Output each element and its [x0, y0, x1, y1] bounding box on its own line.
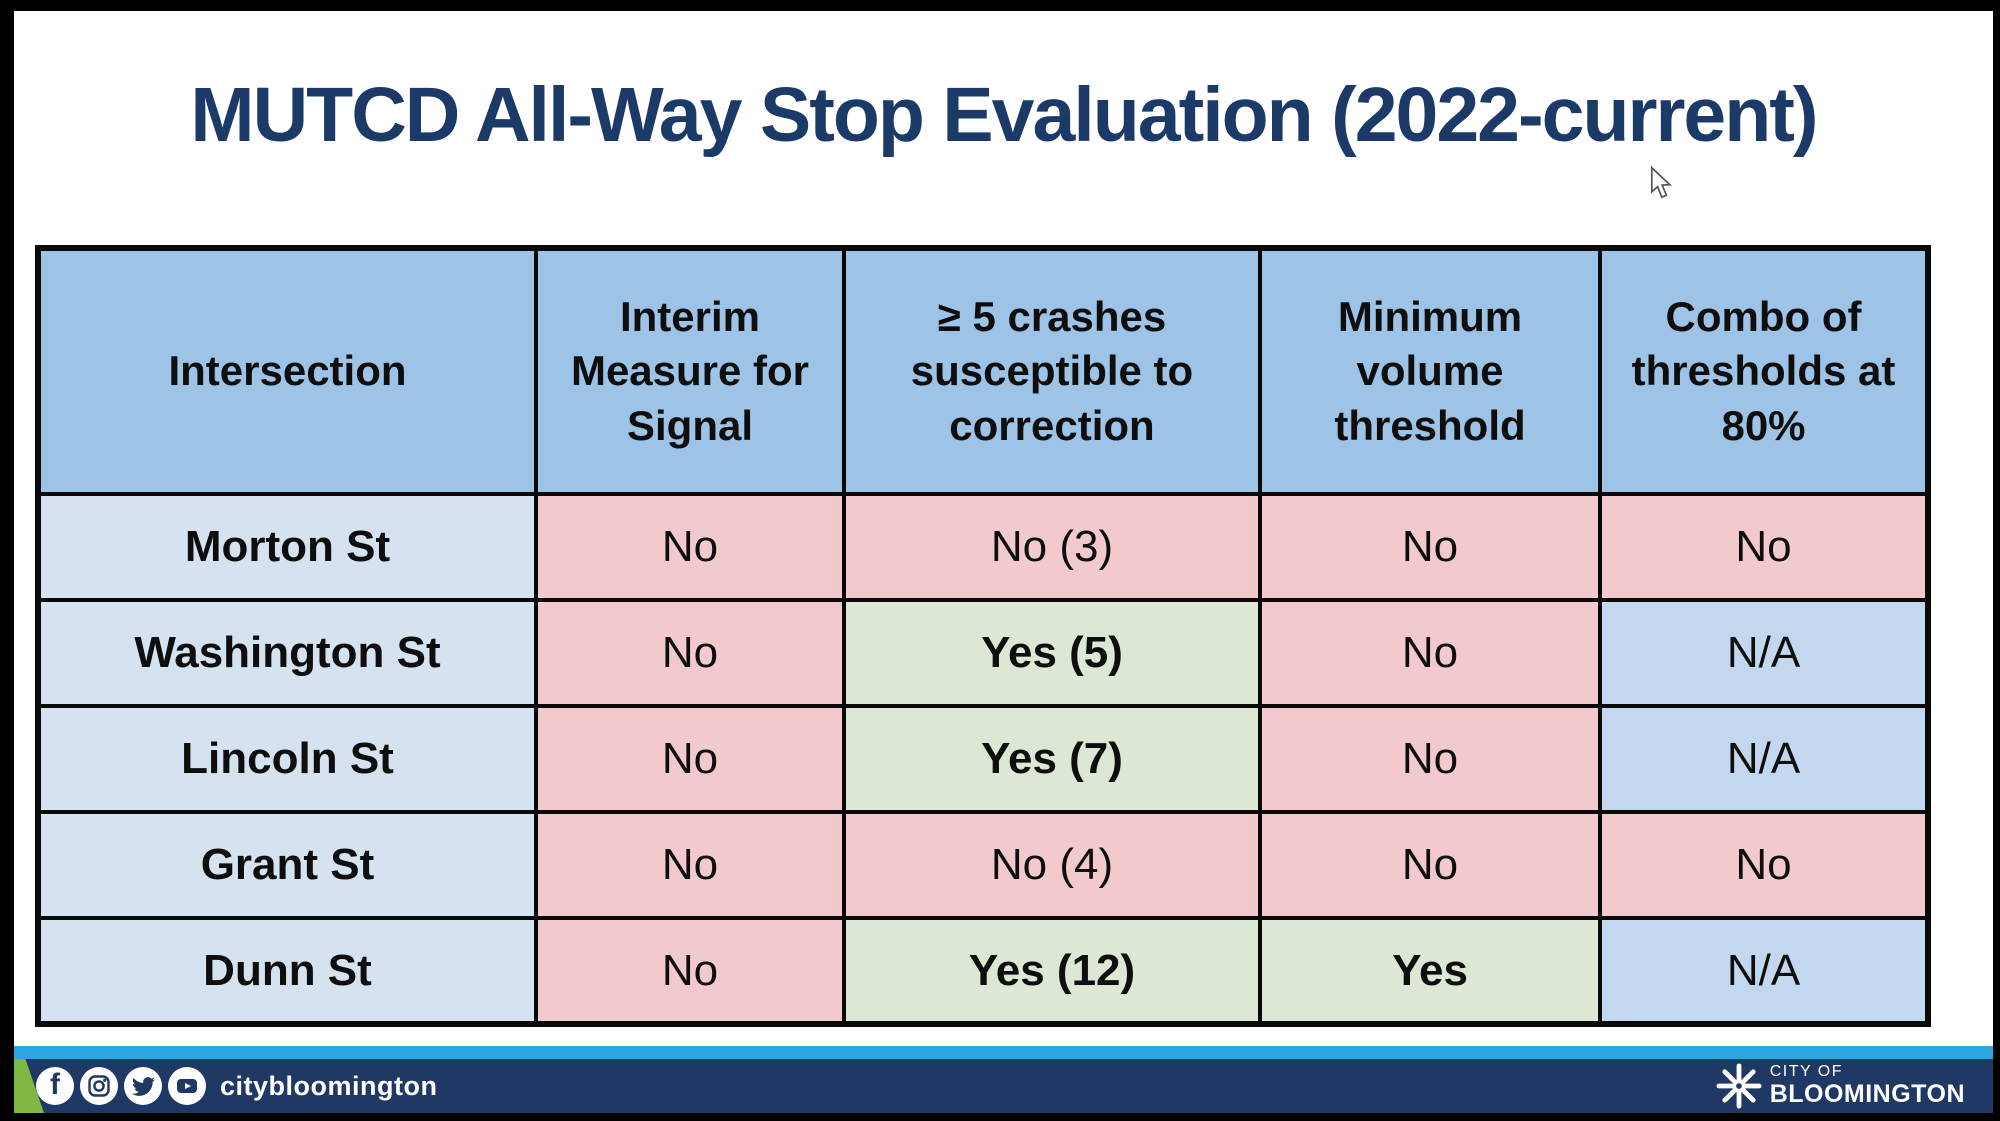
- table-cell: No: [1258, 492, 1602, 602]
- table-row-washington: Washington St No Yes (5) No N/A: [36, 598, 1930, 708]
- table-cell: No: [1598, 492, 1930, 602]
- table-cell: No: [534, 916, 846, 1026]
- table-cell: N/A: [1598, 598, 1930, 708]
- table-cell: No (3): [842, 492, 1262, 602]
- table-cell: Yes (12): [842, 916, 1262, 1026]
- row-label: Morton St: [36, 492, 538, 602]
- social-handle: citybloomington: [220, 1070, 438, 1101]
- table-row-morton: Morton St No No (3) No No: [36, 492, 1930, 602]
- table-cell: Yes (7): [842, 704, 1262, 814]
- header-row: Intersection Interim Measure for Signal …: [36, 246, 1930, 496]
- column-header-volume: Minimum volume threshold: [1258, 246, 1602, 496]
- table-cell: No: [534, 492, 846, 602]
- facebook-icon: f: [36, 1067, 74, 1105]
- column-header-combo: Combo of thresholds at 80%: [1598, 246, 1930, 496]
- table-cell: No: [1258, 598, 1602, 708]
- mouse-cursor: [1650, 166, 1672, 199]
- row-label: Grant St: [36, 810, 538, 920]
- column-header-crashes: ≥ 5 crashes susceptible to correction: [842, 246, 1262, 496]
- column-header-interim-measure: Interim Measure for Signal: [534, 246, 846, 496]
- logo-city-of: CITY OF: [1769, 1063, 1844, 1081]
- table-cell: No: [534, 598, 846, 708]
- table-cell: No: [1258, 704, 1602, 814]
- column-header-intersection: Intersection: [36, 246, 538, 496]
- instagram-icon: [80, 1067, 118, 1105]
- table-cell: No: [1258, 810, 1602, 920]
- table-row-grant: Grant St No No (4) No No: [36, 810, 1930, 920]
- youtube-icon: [168, 1067, 206, 1105]
- bloomington-star-icon: [1716, 1063, 1762, 1109]
- city-of-bloomington-logo: CITY OF BLOOMINGTON: [1716, 1059, 1965, 1113]
- logo-bloomington: BLOOMINGTON: [1769, 1080, 1965, 1109]
- table-cell: No: [534, 704, 846, 814]
- table-cell: Yes: [1258, 916, 1602, 1026]
- social-icons: f: [36, 1067, 206, 1105]
- table-cell: N/A: [1598, 704, 1930, 814]
- row-label: Lincoln St: [36, 704, 538, 814]
- footer-bar: f citybloomington: [14, 1059, 1993, 1113]
- row-label: Dunn St: [36, 916, 538, 1026]
- table-cell: Yes (5): [842, 598, 1262, 708]
- slide: MUTCD All-Way Stop Evaluation (2022-curr…: [14, 11, 1993, 1113]
- evaluation-table: Intersection Interim Measure for Signal …: [35, 245, 1931, 1027]
- table-cell: N/A: [1598, 916, 1930, 1026]
- row-label: Washington St: [36, 598, 538, 708]
- table-row-dunn: Dunn St No Yes (12) Yes N/A: [36, 916, 1930, 1026]
- table-cell: No (4): [842, 810, 1262, 920]
- table-cell: No: [1598, 810, 1930, 920]
- twitter-icon: [124, 1067, 162, 1105]
- table-cell: No: [534, 810, 846, 920]
- page-title: MUTCD All-Way Stop Evaluation (2022-curr…: [190, 72, 1818, 158]
- footer-accent-stripe: [14, 1046, 1993, 1059]
- table-row-lincoln: Lincoln St No Yes (7) No N/A: [36, 704, 1930, 814]
